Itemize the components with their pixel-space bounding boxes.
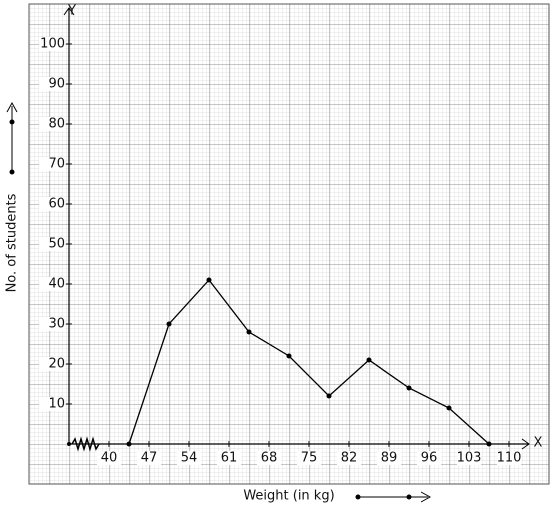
y-tick-label-bg — [39, 357, 65, 371]
y-tick-label: 20 — [48, 357, 65, 372]
y-tick-label-bg — [39, 277, 65, 291]
plot-area: 10 20 30 40 50 60 70 80 90 100 40 47 54 61 68 75 82 89 96 1… — [39, 7, 530, 466]
x-tick-label: 47 — [141, 451, 158, 466]
y-tick-label-bg — [39, 117, 65, 131]
y-tick-label: 60 — [48, 197, 65, 212]
y-tick-label-bg — [39, 317, 65, 331]
y-tick-label: 90 — [48, 77, 65, 92]
x-tick-label-bg — [257, 451, 281, 465]
x-tick-label: 68 — [261, 451, 278, 466]
y-axis-label: No. of students — [5, 193, 20, 292]
y-axis-arrow — [63, 7, 75, 16]
x-tick-label-bg — [457, 451, 481, 465]
x-tick-label: 61 — [221, 451, 238, 466]
y-tick-label: 80 — [48, 117, 65, 132]
x-tick-label-bg — [417, 451, 441, 465]
x-tick-label: 103 — [457, 451, 482, 466]
x-tick-label-bg — [217, 451, 241, 465]
data-point — [326, 393, 332, 399]
data-point — [446, 405, 452, 411]
x-tick-label: 96 — [421, 451, 438, 466]
data-point — [206, 277, 212, 283]
x-tick-label: 82 — [341, 451, 358, 466]
x-tick-label-bg — [297, 451, 321, 465]
data-point — [286, 353, 292, 359]
x-axis-label: Weight (in kg) — [243, 489, 334, 504]
x-tick-label: 89 — [381, 451, 398, 466]
y-tick-label: 10 — [48, 397, 65, 412]
x-tick-label: 110 — [497, 451, 522, 466]
y-tick-label: 100 — [40, 37, 65, 52]
graph-paper — [28, 3, 550, 485]
x-tick-label: 40 — [101, 451, 118, 466]
y-tick-label: 40 — [48, 277, 65, 292]
y-tick-label: 50 — [48, 237, 65, 252]
y-tick-label-bg — [39, 197, 65, 211]
x-tick-label-bg — [377, 451, 401, 465]
data-line — [128, 278, 490, 445]
x-tick-label-bg — [337, 451, 361, 465]
data-point — [126, 441, 132, 447]
y-tick-label-bg — [39, 37, 65, 51]
data-point — [246, 329, 252, 335]
decorative-arrows — [6, 101, 432, 503]
y-tick-label: 70 — [48, 157, 65, 172]
origin — [67, 442, 71, 446]
x-tick-label-bg — [177, 451, 201, 465]
x-tick-label-bg — [137, 451, 161, 465]
x-axis-arrow — [521, 438, 530, 450]
x-tick-label-bg — [497, 451, 521, 465]
data-point — [406, 385, 412, 391]
y-axis-name: Y — [67, 4, 76, 19]
y-tick-label-bg — [39, 397, 65, 411]
x-tick-label: 54 — [181, 451, 198, 466]
y-tick-label: 30 — [48, 317, 65, 332]
axis-break — [71, 436, 100, 452]
x-tick-label-bg — [97, 451, 121, 465]
x-axis-name: X — [534, 436, 543, 451]
y-tick-label-bg — [39, 237, 65, 251]
x-tick-label: 75 — [301, 451, 318, 466]
data-point — [366, 357, 372, 363]
data-point — [486, 441, 492, 447]
y-tick-label-bg — [39, 77, 65, 91]
data-point — [166, 321, 172, 327]
y-tick-label-bg — [39, 157, 65, 171]
